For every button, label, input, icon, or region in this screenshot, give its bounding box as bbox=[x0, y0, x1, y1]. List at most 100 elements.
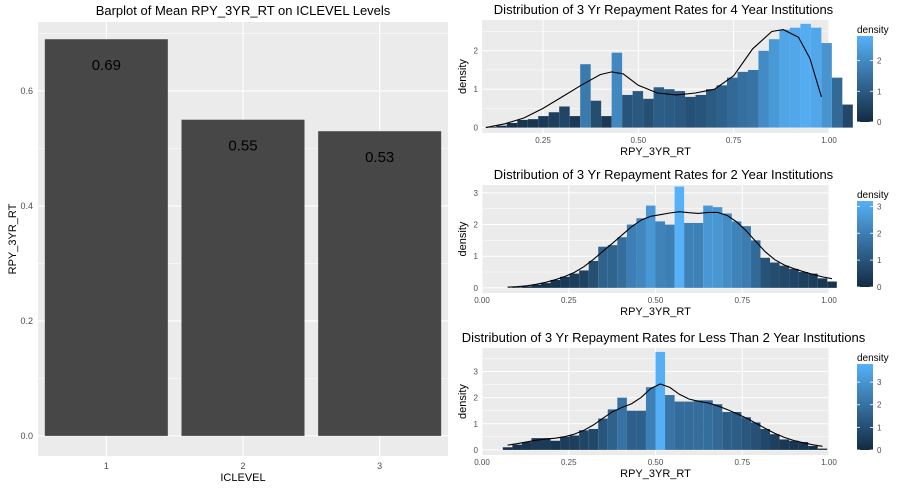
histogram-bar bbox=[580, 64, 591, 128]
histogram-bar bbox=[827, 281, 837, 288]
value-label-3: 0.53 bbox=[365, 149, 394, 166]
histogram-bar bbox=[636, 410, 646, 450]
histogram-bar bbox=[693, 222, 704, 288]
legend-tick-label: 2 bbox=[877, 229, 882, 238]
x-tick-label: 0.50 bbox=[648, 296, 664, 305]
histogram-bar bbox=[817, 448, 828, 450]
barplot-x-ticks: 1 2 3 bbox=[104, 461, 382, 471]
histogram-bar bbox=[750, 422, 761, 450]
x-tick-label: 3 bbox=[377, 461, 382, 471]
hist-4yr-x-axis-label: RPY_3YR_RT bbox=[620, 146, 691, 158]
hist-lt2yr-x-ticks: 0.00 0.25 0.50 0.75 1.00 bbox=[474, 458, 837, 467]
legend-tick-label: 1 bbox=[877, 256, 882, 265]
x-tick-label: 0.50 bbox=[648, 458, 664, 467]
histogram-bar bbox=[617, 237, 627, 288]
histogram-bar bbox=[531, 284, 541, 288]
hist-4yr-y-ticks: 0 1 2 bbox=[474, 47, 479, 133]
histogram-bar bbox=[674, 91, 686, 128]
x-tick-label: 0.50 bbox=[631, 136, 647, 145]
histogram-bar bbox=[789, 27, 801, 128]
histogram-bar bbox=[768, 39, 780, 128]
y-tick-label: 1 bbox=[474, 85, 479, 94]
hist-lt2yr-legend: density 0 1 2 3 bbox=[857, 353, 889, 455]
y-tick-label: 2 bbox=[474, 47, 479, 56]
bar bbox=[318, 131, 442, 436]
histogram-bar bbox=[550, 440, 561, 450]
hist-lt2yr-y-ticks: 0 1 2 3 bbox=[474, 368, 479, 455]
y-tick-label: 0 bbox=[474, 446, 479, 455]
hist-2yr-legend: density 0 1 2 3 bbox=[857, 190, 889, 292]
bar bbox=[44, 39, 168, 436]
histogram-bar bbox=[527, 119, 539, 128]
histogram-bar bbox=[655, 351, 666, 450]
histogram-bar bbox=[842, 104, 853, 128]
histogram-bar bbox=[548, 112, 560, 128]
barplot-y-axis-label: RPY_3YR_RT bbox=[7, 203, 19, 274]
x-tick-label: 0.75 bbox=[734, 458, 750, 467]
y-tick-label: 0.4 bbox=[20, 201, 33, 211]
histogram-bar bbox=[496, 125, 507, 128]
y-tick-label: 0.0 bbox=[20, 431, 33, 441]
x-tick-label: 0.25 bbox=[561, 458, 577, 467]
histogram-bar bbox=[655, 221, 666, 288]
y-tick-label: 1 bbox=[474, 420, 479, 429]
histogram-bar bbox=[741, 226, 751, 288]
histogram-bar bbox=[779, 439, 790, 450]
histogram-bar bbox=[684, 401, 694, 450]
histogram-bar bbox=[808, 445, 818, 450]
histogram-bar bbox=[722, 412, 732, 450]
histogram-bar bbox=[512, 287, 522, 288]
histogram-bar bbox=[588, 260, 599, 288]
histogram-bar bbox=[512, 444, 522, 450]
legend-title: density bbox=[857, 353, 889, 364]
y-tick-label: 2 bbox=[474, 394, 479, 403]
y-tick-label: 0 bbox=[474, 124, 479, 133]
histogram-bar bbox=[601, 116, 612, 128]
histogram-bar bbox=[617, 397, 627, 450]
hist-2yr-density-curve bbox=[507, 211, 833, 288]
histogram-bar bbox=[722, 213, 732, 288]
histogram-less-than-2yr: Distribution of 3 Yr Repayment Rates for… bbox=[457, 330, 889, 480]
histogram-bar bbox=[579, 270, 589, 288]
histogram-bar bbox=[643, 98, 654, 128]
histogram-bar bbox=[685, 96, 696, 128]
hist-4yr-bars bbox=[485, 23, 853, 128]
histogram-bar bbox=[569, 116, 581, 128]
histogram-bar bbox=[726, 77, 738, 128]
histogram-bar bbox=[569, 273, 580, 288]
histogram-bar bbox=[607, 245, 618, 288]
histogram-bar bbox=[760, 429, 771, 450]
histogram-bar bbox=[636, 218, 646, 288]
histogram-bar bbox=[560, 276, 570, 288]
histogram-bar bbox=[674, 401, 685, 450]
histogram-bar bbox=[737, 71, 748, 128]
histogram-bar bbox=[517, 119, 528, 128]
histogram-bar bbox=[747, 69, 759, 128]
hist-lt2yr-bars bbox=[502, 351, 828, 450]
histogram-bar bbox=[665, 224, 675, 288]
hist-4yr-y-axis-label: density bbox=[457, 59, 469, 94]
histogram-bar bbox=[653, 87, 665, 128]
histogram-bar bbox=[703, 400, 713, 450]
histogram-bar bbox=[540, 283, 551, 288]
histogram-bar bbox=[770, 262, 780, 288]
hist-2yr-y-axis-label: density bbox=[457, 221, 469, 256]
histogram-bar bbox=[485, 126, 497, 128]
x-tick-label: 1.00 bbox=[821, 136, 837, 145]
barplot-value-labels: 0.69 0.55 0.53 bbox=[92, 57, 395, 166]
histogram-bar bbox=[789, 268, 799, 288]
barplot-y-ticks: 0.0 0.2 0.4 0.6 bbox=[20, 86, 33, 441]
bar bbox=[181, 119, 305, 436]
histogram-bar bbox=[559, 106, 570, 128]
y-tick-label: 0.6 bbox=[20, 86, 33, 96]
histogram-bar bbox=[550, 279, 561, 288]
hist-lt2yr-title: Distribution of 3 Yr Repayment Rates for… bbox=[462, 330, 866, 345]
histogram-bar bbox=[789, 440, 799, 450]
x-tick-label: 0.75 bbox=[734, 296, 750, 305]
histogram-bar bbox=[622, 94, 633, 128]
barplot-bars bbox=[44, 39, 442, 436]
x-tick-label: 0.25 bbox=[561, 296, 577, 305]
barplot-title: Barplot of Mean RPY_3YR_RT on ICLEVEL Le… bbox=[96, 3, 391, 18]
histogram-bar bbox=[798, 272, 809, 288]
histogram-bar bbox=[590, 100, 602, 128]
